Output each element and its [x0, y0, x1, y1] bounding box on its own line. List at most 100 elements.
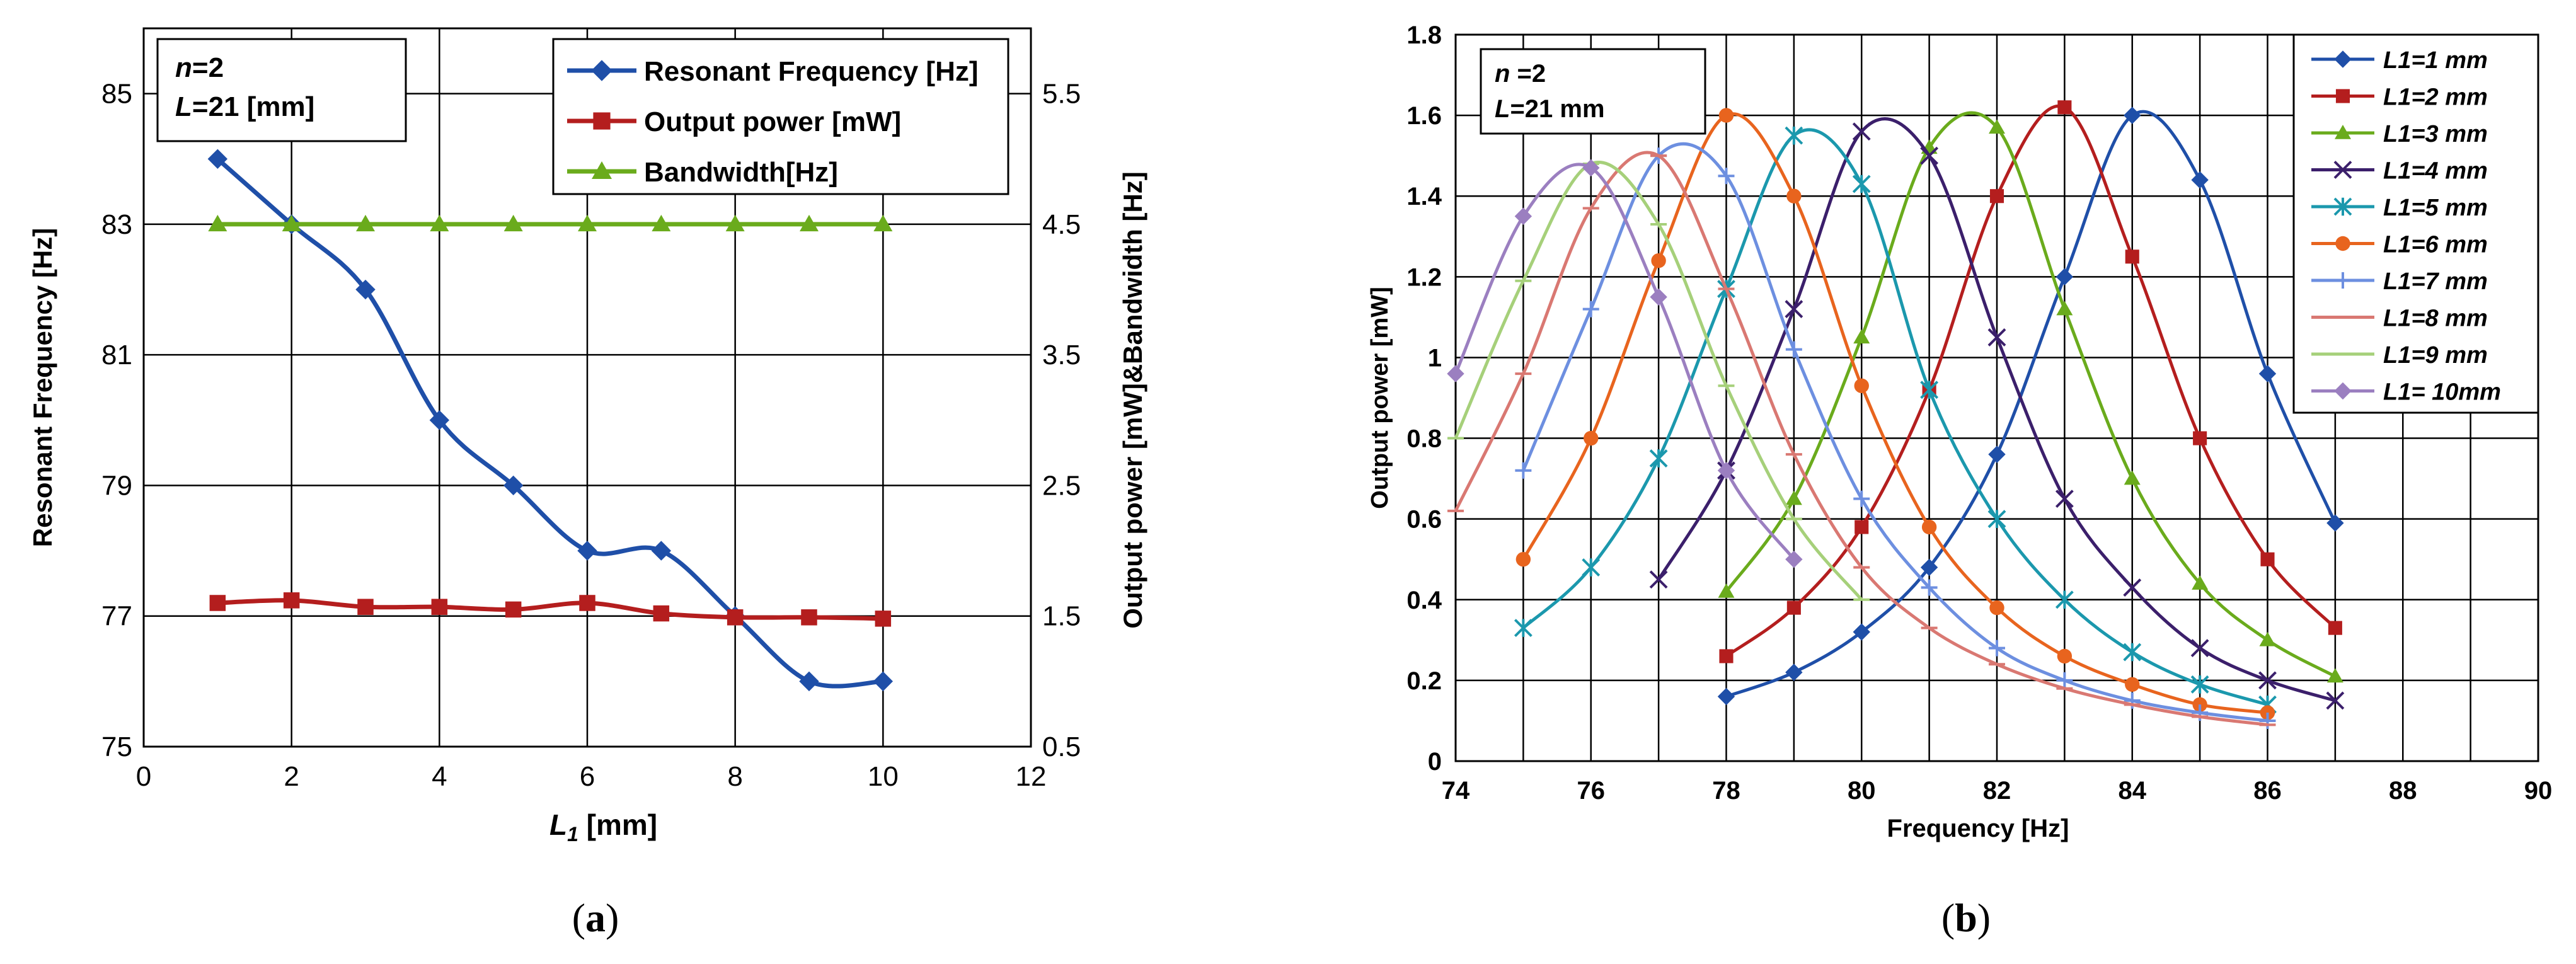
chart-b: 74 76 78 80 82 84 86 88 90 0 0.2 0.4 0.6 0.8 1 1.2 1.4 1.…	[1367, 21, 2552, 842]
annotation-line-a: L=21 [mm]	[175, 91, 314, 122]
y-axis-title-right: Output power [mW]&Bandwidth [Hz]	[1118, 171, 1147, 629]
legend-marker-b	[2335, 272, 2351, 289]
data-point-b	[2125, 677, 2140, 692]
data-point-b	[1920, 558, 1938, 577]
x-tick-label-b: 74	[1442, 777, 1470, 805]
data-point-b	[1852, 175, 1871, 193]
data-point-a	[356, 214, 375, 232]
x-tick-label: 10	[868, 761, 899, 792]
data-point-a	[873, 671, 894, 692]
data-point-b	[2192, 575, 2209, 590]
legend-marker-b	[2335, 125, 2351, 139]
data-point-b	[1719, 649, 1734, 663]
y-tick-label-b: 1.2	[1406, 263, 1442, 291]
data-point-a	[282, 214, 301, 232]
data-point-b	[1649, 570, 1668, 589]
y-tick-label-b: 1.8	[1406, 21, 1442, 49]
series-line-b	[1522, 112, 2268, 714]
x-tick-label-b: 76	[1577, 777, 1606, 805]
y-tick-label-right: 3.5	[1042, 340, 1081, 370]
x-tick-label: 8	[727, 761, 742, 792]
data-point-b	[1785, 126, 1803, 145]
legend-marker-a	[592, 161, 612, 179]
y-tick-label-b: 0.8	[1406, 425, 1442, 453]
data-point-a	[503, 214, 523, 232]
data-point-b	[2259, 712, 2276, 729]
data-point-b	[1649, 449, 1668, 468]
data-point-b	[2260, 552, 2275, 566]
data-point-b	[2057, 648, 2073, 664]
y-axis-title-b: Output power [mW]	[1367, 287, 1393, 508]
data-point-a	[873, 214, 893, 232]
legend-marker-b	[2333, 197, 2352, 216]
data-point-b	[1785, 490, 1802, 505]
legend-marker-b	[2334, 50, 2352, 68]
data-point-a	[431, 599, 448, 615]
data-point-b	[1854, 378, 1869, 393]
data-point-b	[2326, 691, 2345, 710]
data-point-a	[209, 595, 226, 611]
data-point-a	[207, 149, 228, 169]
y-tick-label-right: 0.5	[1042, 732, 1081, 762]
data-point-a	[652, 214, 671, 232]
y-tick-label-left: 81	[101, 340, 132, 370]
series-line-b	[1522, 142, 2268, 723]
legend-label-b: L1=1 mm	[2383, 47, 2488, 74]
y-tick-label-right: 5.5	[1042, 79, 1081, 110]
data-point-a	[799, 671, 819, 692]
data-point-a	[651, 541, 672, 561]
data-point-b	[2326, 668, 2343, 683]
data-point-b	[1786, 188, 1802, 204]
data-point-b	[1920, 146, 1939, 165]
data-point-b	[1717, 462, 1735, 479]
data-point-a	[577, 541, 597, 561]
y-tick-label-left: 75	[101, 732, 132, 762]
annotation-line-b: L=21 mm	[1495, 95, 1605, 123]
data-point-a	[283, 592, 300, 609]
y-axis-title-left: Resonant Frequency [Hz]	[28, 228, 57, 547]
legend-label-a: Output power [mW]	[644, 106, 901, 137]
legend-label-b: L1=5 mm	[2383, 195, 2488, 221]
data-point-b	[1785, 341, 1802, 358]
series-line-b	[1725, 111, 2337, 678]
series-line-b	[1522, 128, 2268, 706]
data-point-b	[2193, 431, 2207, 445]
data-point-b	[1989, 119, 2005, 134]
legend-label-b: L1= 10mm	[2383, 379, 2501, 406]
data-point-b	[1988, 445, 2006, 463]
legend-label-b: L1=6 mm	[2383, 232, 2488, 258]
data-point-a	[653, 605, 670, 622]
y-tick-label-b: 0	[1428, 748, 1442, 776]
legend-marker-b	[2333, 161, 2352, 179]
data-point-a	[430, 214, 449, 232]
data-point-b	[1989, 640, 2005, 657]
y-tick-label-left: 77	[101, 601, 132, 632]
data-point-a	[429, 410, 450, 430]
data-point-b	[2326, 514, 2344, 532]
data-point-a	[801, 609, 817, 626]
data-point-b	[1718, 583, 1735, 598]
data-point-b	[1447, 365, 1464, 382]
chart-a: 0 2 4 6 8 10 12 75 77 79 81 83 85 0.5 1.5 2.5 3.5 4.5 5.5 L…	[28, 27, 1147, 846]
legend-label-a: Resonant Frequency [Hz]	[644, 56, 979, 87]
data-point-a	[503, 475, 524, 496]
data-point-b	[2055, 490, 2074, 508]
data-point-b	[2123, 643, 2142, 662]
data-point-b	[2124, 470, 2141, 485]
x-tick-label-b: 78	[1712, 777, 1740, 805]
annotation-line-a: n=2	[175, 52, 224, 83]
data-point-b	[2056, 301, 2073, 316]
data-point-b	[1515, 552, 1531, 567]
legend-label-b: L1=4 mm	[2383, 158, 2488, 185]
data-point-b	[2190, 639, 2209, 658]
data-point-b	[1514, 207, 1532, 225]
data-point-b	[2259, 631, 2276, 646]
data-point-b	[1582, 159, 1600, 177]
annotation-line-b: n =2	[1495, 60, 1546, 88]
data-point-b	[1786, 600, 1801, 615]
annotation-box-b	[1480, 48, 1706, 135]
data-point-b	[1920, 381, 1939, 399]
data-point-b	[1514, 619, 1532, 638]
data-point-a	[357, 599, 374, 615]
data-point-b	[1921, 579, 1938, 596]
